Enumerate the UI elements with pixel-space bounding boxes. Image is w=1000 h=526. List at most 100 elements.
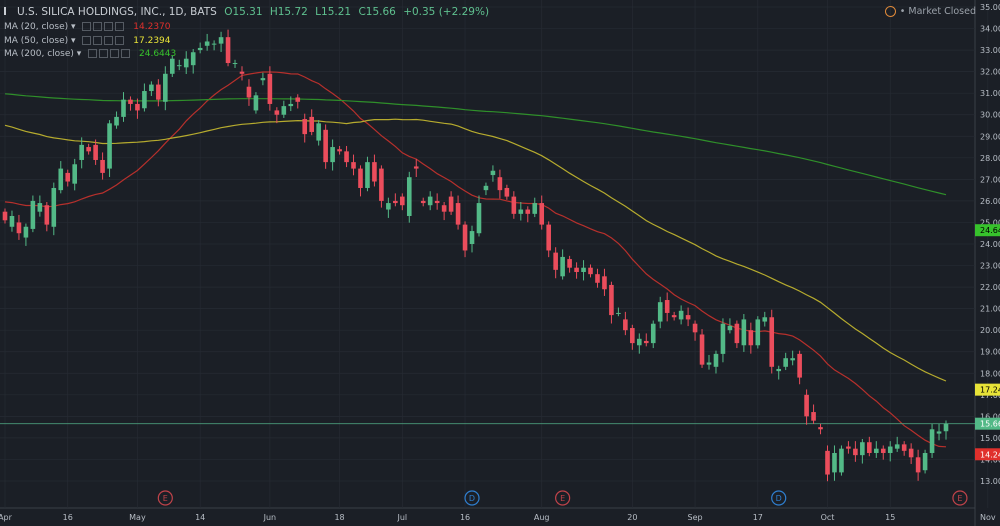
candle-body bbox=[908, 448, 914, 458]
candle bbox=[204, 33, 210, 51]
candle bbox=[532, 197, 538, 218]
candle bbox=[504, 184, 510, 200]
candle-body bbox=[490, 170, 496, 176]
earnings-marker[interactable]: E bbox=[555, 490, 571, 506]
candle-body bbox=[553, 252, 558, 270]
candle-body bbox=[469, 231, 475, 244]
candle-body bbox=[685, 315, 691, 320]
ma-legend-200[interactable]: MA (200, close) ▾ 24.6443 bbox=[4, 49, 177, 59]
candle bbox=[553, 247, 558, 279]
ohlc-low: L15.21 bbox=[315, 6, 352, 18]
price-tag-label: 14.24 bbox=[980, 450, 1000, 459]
price-tag-bg bbox=[975, 383, 1000, 396]
candle bbox=[818, 423, 823, 435]
price-tag-label: 17.24 bbox=[980, 386, 1000, 395]
y-tick-label: 26.00 bbox=[980, 197, 1000, 206]
candle-body bbox=[804, 394, 809, 417]
flag-icon[interactable] bbox=[4, 7, 14, 15]
candle-body bbox=[630, 328, 635, 344]
candle bbox=[406, 171, 412, 223]
candle bbox=[637, 333, 642, 354]
earnings-marker[interactable]: E bbox=[157, 490, 173, 506]
candle-body bbox=[873, 448, 879, 453]
earnings-marker[interactable]: E bbox=[952, 490, 968, 506]
x-tick-label: Aug bbox=[534, 513, 550, 522]
candle-body bbox=[420, 200, 426, 204]
ma-legend-20[interactable]: MA (20, close) ▾ 14.2370 bbox=[4, 22, 171, 32]
candle bbox=[455, 195, 461, 230]
candle bbox=[232, 59, 238, 68]
ma-legend-50[interactable]: MA (50, close) ▾ 17.2394 bbox=[4, 36, 171, 46]
candle-body bbox=[664, 300, 670, 313]
price-tag-bg bbox=[975, 417, 1000, 430]
candle bbox=[574, 262, 579, 279]
plot-area bbox=[0, 0, 975, 508]
candle bbox=[518, 201, 524, 221]
candle bbox=[351, 154, 356, 176]
candle-body bbox=[400, 196, 405, 206]
candle-body bbox=[274, 110, 280, 115]
candle bbox=[873, 441, 879, 458]
candle bbox=[246, 79, 252, 106]
candle bbox=[497, 169, 503, 199]
ma-label: MA (20, close) bbox=[4, 22, 69, 32]
candle bbox=[616, 307, 621, 317]
market-status-label: Market Closed bbox=[908, 6, 976, 17]
candle bbox=[811, 404, 816, 424]
candle bbox=[678, 305, 684, 325]
candle bbox=[476, 195, 482, 237]
candle bbox=[86, 143, 91, 155]
y-tick-label: 28.00 bbox=[980, 154, 1000, 163]
x-tick-label: 16 bbox=[63, 513, 73, 522]
candle-body bbox=[183, 58, 189, 68]
candle-body bbox=[393, 200, 398, 204]
candle-body bbox=[288, 103, 294, 107]
candle-body bbox=[832, 452, 837, 473]
candle bbox=[79, 137, 84, 169]
candle-body bbox=[901, 444, 907, 451]
candle bbox=[769, 309, 775, 374]
x-tick-label: Sep bbox=[688, 513, 703, 522]
candle bbox=[281, 100, 287, 118]
candle bbox=[337, 145, 342, 155]
candle-body bbox=[867, 442, 872, 453]
candle bbox=[218, 31, 224, 53]
y-tick-label: 25.00 bbox=[980, 218, 1000, 227]
ma-controls[interactable] bbox=[88, 49, 132, 59]
ohlc-high: H15.72 bbox=[269, 6, 308, 18]
candle bbox=[720, 318, 726, 363]
candle bbox=[225, 29, 231, 67]
y-tick-label: 15.00 bbox=[980, 434, 1000, 443]
symbol-title[interactable]: U.S. SILICA HOLDINGS, INC., 1D, BATS bbox=[17, 6, 217, 18]
candle bbox=[915, 449, 921, 481]
y-tick-label: 13.00 bbox=[980, 477, 1000, 486]
candle bbox=[316, 120, 321, 146]
x-tick-label: Jul bbox=[396, 513, 407, 522]
ohlc-change: +0.35 (+2.29%) bbox=[403, 6, 490, 18]
x-tick-label: 16 bbox=[460, 513, 470, 522]
candle bbox=[880, 445, 886, 460]
candle bbox=[929, 423, 935, 458]
candle-body bbox=[337, 149, 342, 152]
price-tag-bg bbox=[975, 448, 1000, 461]
candle-body bbox=[379, 168, 384, 201]
candle bbox=[288, 96, 294, 112]
candle-body bbox=[846, 446, 851, 449]
candle-body bbox=[86, 147, 91, 152]
candle bbox=[30, 195, 36, 233]
candle-body bbox=[44, 205, 50, 225]
dividend-marker[interactable]: D bbox=[771, 490, 787, 506]
price-tag: 24.64 bbox=[975, 224, 1000, 237]
dividend-marker[interactable]: D bbox=[464, 490, 480, 506]
candle-body bbox=[9, 215, 15, 227]
candle bbox=[699, 329, 705, 368]
ma-controls[interactable] bbox=[82, 22, 126, 32]
ma-controls[interactable] bbox=[82, 36, 126, 46]
candle-body bbox=[609, 284, 614, 316]
candle-body bbox=[734, 323, 740, 344]
candle-body bbox=[351, 162, 356, 169]
y-tick-label: 24.00 bbox=[980, 240, 1000, 249]
candle bbox=[190, 49, 196, 74]
candle bbox=[9, 210, 15, 232]
